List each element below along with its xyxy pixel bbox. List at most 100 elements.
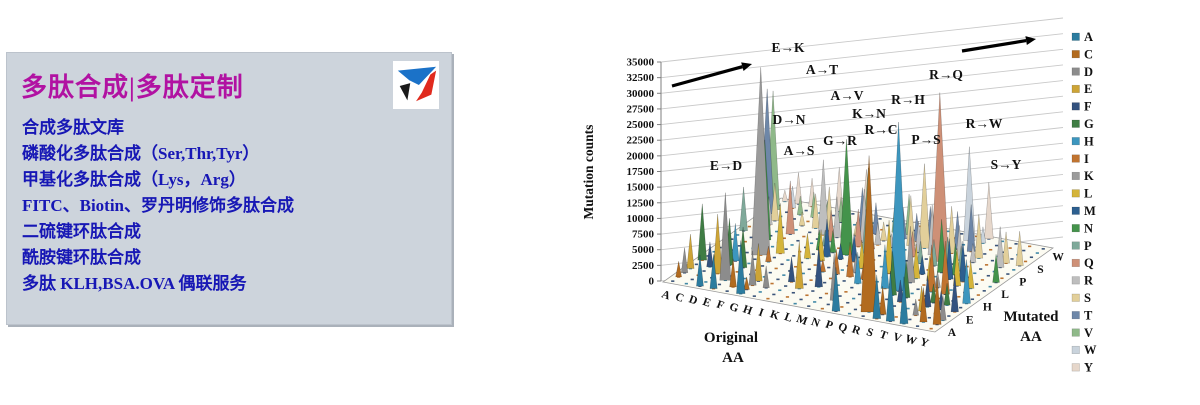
svg-text:R→W: R→W [966, 116, 1003, 131]
svg-text:Y: Y [1084, 361, 1093, 375]
svg-text:17500: 17500 [627, 166, 655, 178]
svg-text:30000: 30000 [627, 88, 655, 100]
svg-text:P: P [824, 319, 835, 333]
svg-text:S: S [1084, 291, 1091, 305]
svg-text:R→Q: R→Q [929, 67, 963, 82]
svg-text:A→S: A→S [784, 143, 815, 158]
triangle-logo-icon [397, 66, 437, 102]
svg-text:F: F [1084, 100, 1092, 114]
svg-text:A: A [1084, 30, 1093, 44]
svg-text:A: A [660, 288, 673, 302]
svg-text:L: L [1084, 187, 1092, 201]
svg-text:7500: 7500 [632, 229, 655, 241]
svg-text:M: M [1084, 204, 1096, 218]
svg-text:N: N [809, 316, 822, 330]
promo-title: 多肽合成|多肽定制 [21, 73, 244, 102]
svg-text:R→C: R→C [865, 122, 898, 137]
svg-text:Mutation counts: Mutation counts [581, 125, 596, 220]
svg-text:T: T [1084, 308, 1093, 322]
svg-text:W: W [1052, 251, 1064, 263]
svg-text:E: E [701, 296, 713, 310]
svg-text:L: L [1001, 289, 1009, 301]
svg-text:W: W [1084, 343, 1097, 357]
svg-text:P: P [1019, 277, 1026, 289]
svg-text:H: H [741, 303, 754, 317]
svg-text:K: K [768, 308, 781, 322]
promo-service-item: 多肽 KLH,BSA.OVA 偶联服务 [22, 274, 247, 293]
svg-text:27500: 27500 [627, 103, 655, 115]
svg-text:A: A [948, 327, 957, 339]
svg-text:AA: AA [1020, 329, 1042, 345]
svg-text:10000: 10000 [627, 213, 655, 225]
svg-text:M: M [795, 313, 809, 328]
promo-service-item: 磷酸化多肽合成（Ser,Thr,Tyr） [22, 144, 260, 163]
svg-text:Q: Q [1084, 256, 1094, 270]
peptide-promo-panel: 多肽合成|多肽定制 合成多肽文库磷酸化多肽合成（Ser,Thr,Tyr） 甲基化多… [6, 52, 452, 325]
svg-text:I: I [757, 307, 766, 320]
svg-text:V: V [891, 331, 904, 345]
mutation-chart: 0 2500 5000 7500 10000 12500 15000 17500 20000 22… [560, 0, 1200, 400]
svg-text:A→T: A→T [806, 62, 838, 77]
svg-text:S: S [1037, 264, 1043, 276]
promo-service-list: 合成多肽文库磷酸化多肽合成（Ser,Thr,Tyr） 甲基化多肽合成（Lys，Ar… [22, 115, 443, 297]
svg-text:Y: Y [918, 336, 931, 350]
svg-text:K→N: K→N [852, 106, 886, 121]
svg-text:35000: 35000 [627, 57, 655, 69]
brand-logo [393, 61, 439, 109]
svg-text:Mutated: Mutated [1004, 309, 1060, 325]
svg-text:V: V [1084, 326, 1093, 340]
value-axis: 0 2500 5000 7500 10000 12500 15000 17500 20000 22… [627, 57, 662, 288]
direction-arrows [671, 36, 1036, 88]
svg-text:C: C [1084, 47, 1093, 61]
svg-text:Q: Q [836, 321, 849, 335]
svg-text:P: P [1084, 239, 1092, 253]
svg-text:N: N [1084, 221, 1093, 235]
svg-text:R: R [850, 323, 863, 337]
svg-text:R→H: R→H [891, 92, 925, 107]
svg-text:12500: 12500 [627, 197, 655, 209]
svg-text:A→V: A→V [831, 88, 864, 103]
svg-text:L: L [783, 311, 795, 325]
svg-text:E: E [1084, 82, 1092, 96]
svg-text:22500: 22500 [627, 135, 655, 147]
promo-service-item: 酰胺键环肽合成 [22, 248, 141, 267]
svg-text:AA: AA [722, 350, 744, 366]
svg-text:K: K [1084, 169, 1094, 183]
svg-text:D: D [687, 293, 699, 307]
svg-text:H: H [1084, 134, 1094, 148]
promo-service-item: FITC、Biotin、罗丹明修饰多肽合成 [22, 196, 295, 215]
svg-text:20000: 20000 [627, 150, 655, 162]
peak-annotations: E→KA→T A→V D→N K→N R→H R→Q R→C G→R A→S E→D P→S R→W S… [710, 40, 1022, 173]
mutation-3d-cone-chart: 0 2500 5000 7500 10000 12500 15000 17500 20000 22… [581, 17, 1097, 375]
svg-text:0: 0 [649, 276, 655, 288]
promo-service-item: 甲基化多肽合成（Lys，Arg） [22, 170, 246, 189]
svg-text:5000: 5000 [632, 244, 655, 256]
svg-text:P→S: P→S [911, 132, 940, 147]
svg-text:I: I [1084, 152, 1089, 166]
svg-text:15000: 15000 [627, 182, 655, 194]
svg-text:R: R [1084, 274, 1094, 288]
svg-text:E: E [966, 314, 974, 326]
svg-text:S: S [865, 326, 875, 339]
svg-text:E→K: E→K [771, 40, 805, 55]
svg-text:G→R: G→R [823, 133, 857, 148]
promo-service-item: 合成多肽文库 [22, 118, 124, 137]
svg-text:H: H [983, 302, 992, 314]
svg-text:D→N: D→N [773, 112, 806, 127]
svg-text:T: T [878, 328, 890, 342]
svg-text:G: G [1084, 117, 1094, 131]
svg-text:G: G [728, 301, 741, 315]
cone-columns [675, 67, 1024, 325]
svg-text:2500: 2500 [632, 260, 655, 272]
svg-text:E→D: E→D [710, 158, 743, 173]
svg-text:C: C [673, 291, 685, 305]
svg-text:32500: 32500 [627, 72, 655, 84]
svg-text:S→Y: S→Y [991, 157, 1022, 172]
promo-service-item: 二硫键环肽合成 [22, 222, 141, 241]
svg-text:W: W [903, 333, 918, 348]
svg-text:D: D [1084, 65, 1093, 79]
svg-text:F: F [715, 299, 726, 313]
